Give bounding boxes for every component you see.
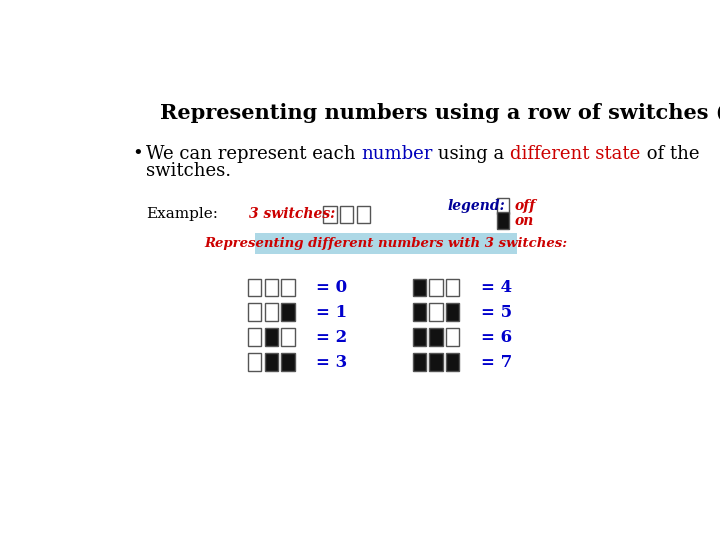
Bar: [248, 303, 261, 321]
Bar: [429, 303, 443, 321]
Text: •: •: [132, 145, 143, 163]
Text: legend:: legend:: [447, 199, 505, 213]
Text: Representing different numbers with 3 switches:: Representing different numbers with 3 sw…: [204, 237, 567, 250]
Bar: [429, 328, 443, 346]
Text: = 2: = 2: [316, 329, 347, 346]
Text: off: off: [514, 199, 536, 213]
Bar: [413, 303, 426, 321]
Text: = 7: = 7: [481, 354, 512, 370]
Text: = 6: = 6: [481, 329, 512, 346]
Bar: [248, 328, 261, 346]
Bar: [265, 303, 278, 321]
Bar: [282, 328, 294, 346]
Bar: [497, 212, 509, 229]
Bar: [248, 353, 261, 371]
Text: We can represent each: We can represent each: [145, 145, 361, 163]
Bar: [323, 206, 337, 223]
Bar: [282, 353, 294, 371]
Text: using a: using a: [433, 145, 510, 163]
Text: = 3: = 3: [316, 354, 347, 370]
Text: = 5: = 5: [481, 303, 512, 321]
Text: switches.: switches.: [145, 162, 231, 180]
Bar: [497, 198, 509, 214]
Bar: [282, 303, 294, 321]
Bar: [446, 303, 459, 321]
Text: = 4: = 4: [481, 279, 512, 296]
Text: 3 switches:: 3 switches:: [249, 207, 336, 221]
Text: Representing numbers using a row of switches (cont.): Representing numbers using a row of swit…: [160, 103, 720, 123]
Bar: [265, 353, 278, 371]
Text: number: number: [361, 145, 433, 163]
Bar: [265, 279, 278, 296]
Bar: [429, 279, 443, 296]
Text: different state: different state: [510, 145, 641, 163]
Bar: [340, 206, 354, 223]
Bar: [429, 353, 443, 371]
Bar: [356, 206, 370, 223]
Bar: [413, 279, 426, 296]
Bar: [265, 328, 278, 346]
Bar: [446, 328, 459, 346]
Text: = 1: = 1: [316, 303, 347, 321]
Bar: [413, 328, 426, 346]
Bar: [413, 353, 426, 371]
Text: Example:: Example:: [145, 207, 218, 221]
Bar: [255, 233, 517, 254]
Bar: [446, 353, 459, 371]
Bar: [446, 279, 459, 296]
Text: of the: of the: [641, 145, 699, 163]
Text: on: on: [514, 214, 534, 228]
Bar: [248, 279, 261, 296]
Text: = 0: = 0: [316, 279, 347, 296]
Bar: [282, 279, 294, 296]
